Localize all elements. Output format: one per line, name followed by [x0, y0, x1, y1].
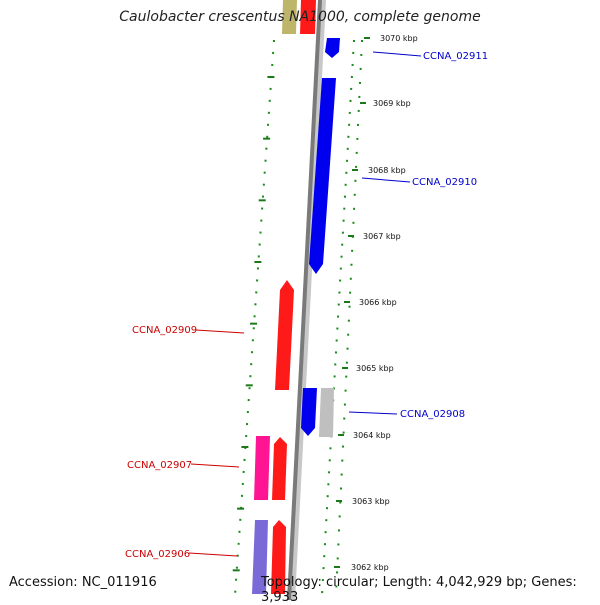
scale-tick-label: 3070 kbp — [380, 34, 418, 43]
gene-feature-magenta[interactable] — [254, 436, 270, 500]
gene-labels: CCNA_02911 CCNA_02910 CCNA_02909 CCNA_02… — [125, 51, 488, 560]
outer-left-dotted-track — [234, 39, 275, 596]
scale-tick-label: 3065 kbp — [356, 364, 394, 373]
backbone-line — [287, 0, 322, 601]
scale-tick-label: 3068 kbp — [368, 166, 406, 175]
gene-feature-forward[interactable] — [300, 0, 316, 34]
gene-label[interactable]: CCNA_02908 — [400, 409, 465, 420]
gene-leader-line — [188, 552, 238, 557]
gene-feature-grey[interactable] — [319, 388, 334, 437]
scale-tick-label: 3062 kbp — [351, 563, 389, 572]
gene-feature-reverse[interactable] — [309, 78, 336, 274]
genome-backbone — [287, 0, 326, 601]
left-track-ticks — [232, 76, 275, 572]
accession-text: Accession: NC_011916 — [9, 575, 157, 590]
track-outline-dots — [234, 39, 363, 596]
gene-feature-violet[interactable] — [252, 520, 268, 594]
topology-text: Topology: circular; Length: 4,042,929 bp… — [261, 575, 577, 605]
gene-label[interactable]: CCNA_02911 — [423, 51, 488, 62]
inner-right-dotted-track — [321, 39, 355, 596]
gene-feature-olive[interactable] — [282, 0, 297, 34]
scale-tick-label: 3067 kbp — [363, 232, 401, 241]
gene-feature-forward[interactable] — [271, 520, 286, 594]
gene-leader-line — [361, 177, 411, 183]
gene-leader-line — [190, 463, 240, 468]
gene-feature-forward[interactable] — [275, 280, 294, 390]
gene-leader-line — [372, 51, 422, 57]
map-title: Caulobacter crescentus NA1000, complete … — [119, 9, 481, 25]
gene-leader-line — [348, 411, 398, 415]
gene-features — [252, 0, 340, 594]
gene-label[interactable]: CCNA_02907 — [127, 460, 192, 471]
scale-tick-label: 3064 kbp — [353, 431, 391, 440]
gene-label[interactable]: CCNA_02910 — [412, 177, 477, 188]
scale-tick-label: 3063 kbp — [352, 497, 390, 506]
gene-feature-reverse[interactable] — [301, 388, 317, 436]
gene-label[interactable]: CCNA_02909 — [132, 325, 197, 336]
gene-feature-forward[interactable] — [272, 437, 287, 500]
outer-right-dotted-track — [335, 39, 363, 596]
scale-tick-label: 3069 kbp — [373, 99, 411, 108]
gene-leader-line — [195, 329, 245, 334]
gene-label[interactable]: CCNA_02906 — [125, 549, 190, 560]
gene-feature-reverse[interactable] — [325, 38, 340, 58]
scale-ticks: 3070 kbp 3069 kbp 3068 kbp 3067 kbp 3066… — [334, 34, 418, 572]
backbone-shadow — [289, 0, 326, 601]
scale-tick-label: 3066 kbp — [359, 298, 397, 307]
